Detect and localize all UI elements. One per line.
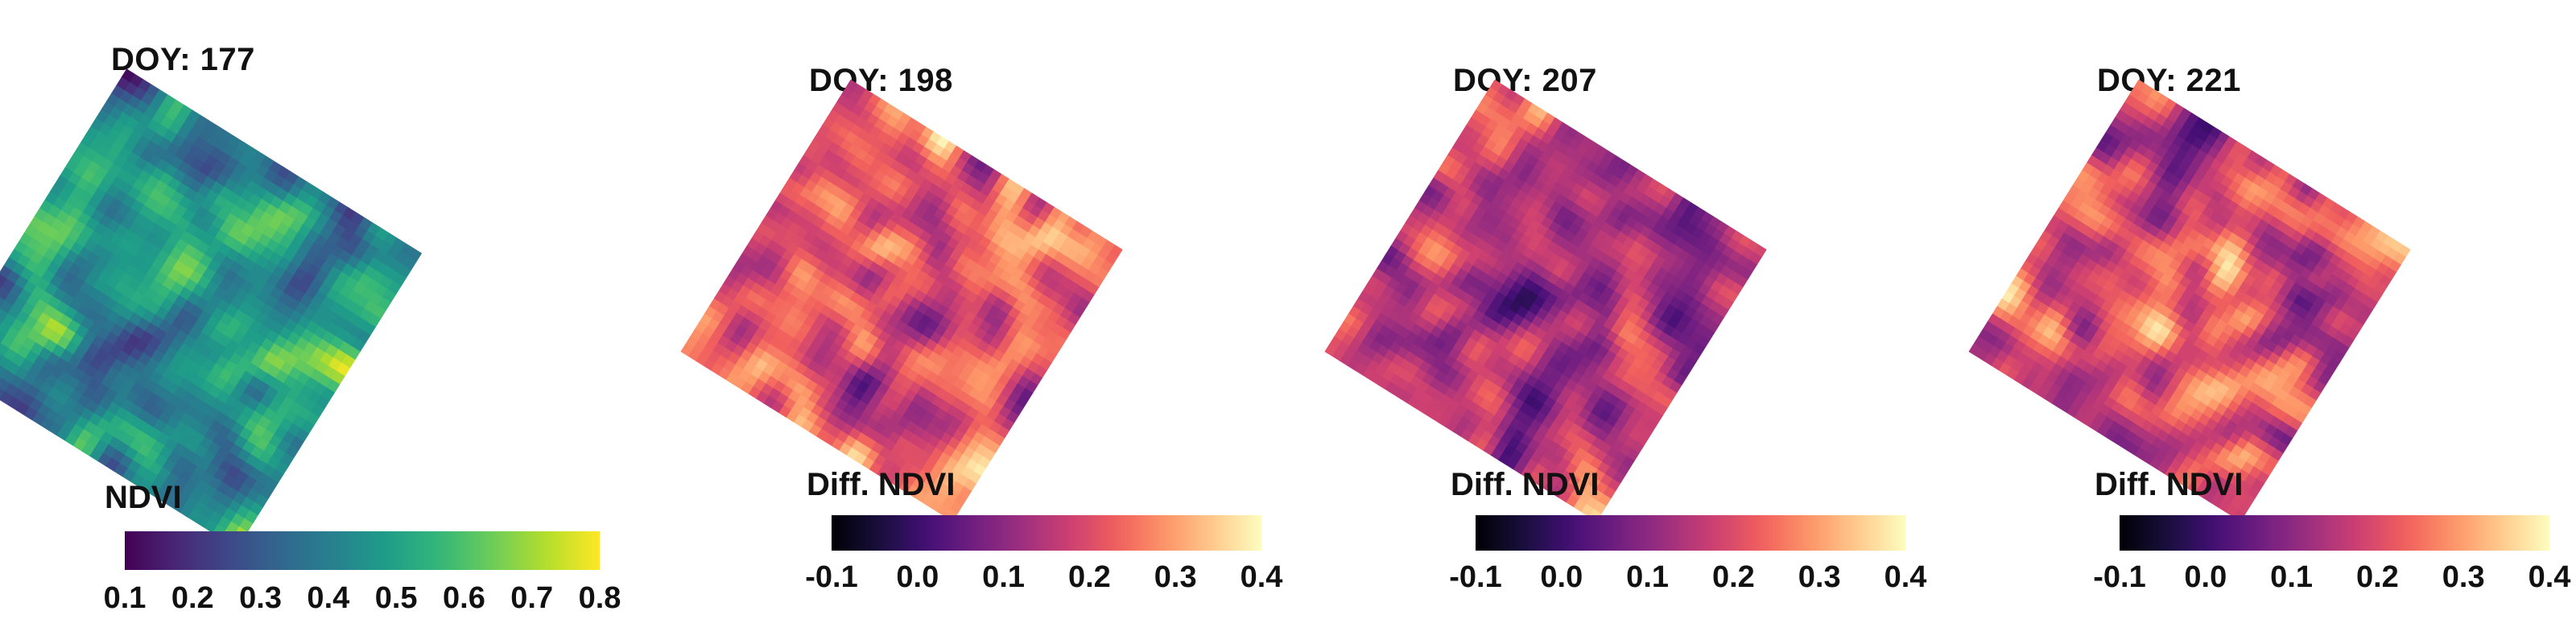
ndvi-panel-doy-177: DOY: 177 NDVI 0.1 0.2 0.3 0.4 0.5 0.6 0.7 0.8 [0, 0, 628, 644]
legend-title: Diff. NDVI [1451, 467, 1600, 502]
colorbar-tick-label: 0.4 [1240, 560, 1283, 594]
raster-cells [1968, 79, 2411, 522]
colorbar-gradient [832, 515, 1261, 551]
diff-ndvi-colorbar [1476, 515, 1905, 551]
colorbar-tick-label: 0.3 [1154, 560, 1197, 594]
panel-title: DOY: 177 [111, 42, 255, 77]
ndvi-raster-map [0, 68, 423, 549]
legend-title: NDVI [105, 480, 182, 515]
colorbar-tick-label: 0.2 [1711, 560, 1755, 594]
diff-ndvi-raster-map [1968, 79, 2411, 522]
colorbar-tick-label: 0.7 [510, 581, 554, 615]
diff-ndvi-raster-map [680, 79, 1123, 522]
colorbar-tick-label: 0.3 [1798, 560, 1841, 594]
panel-title: DOY: 198 [809, 63, 953, 98]
panel-title: DOY: 207 [1453, 63, 1597, 98]
colorbar-tick-label: 0.1 [982, 560, 1026, 594]
colorbar-tick-label: 0.1 [1626, 560, 1670, 594]
diff-ndvi-panel-doy-198: DOY: 198 Diff. NDVI -0.1 0.0 0.1 0.2 0.3 0.4 [644, 0, 1288, 644]
panel-title: DOY: 221 [2097, 63, 2241, 98]
colorbar-tick-label: 0.1 [103, 581, 147, 615]
colorbar-tick-label: 0.5 [374, 581, 418, 615]
colorbar-tick-label: 0.4 [1884, 560, 1927, 594]
diff-ndvi-raster-map [1324, 79, 1767, 522]
colorbar-tick-label: 0.0 [1540, 560, 1583, 594]
diff-ndvi-panel-doy-221: DOY: 221 Diff. NDVI -0.1 0.0 0.1 0.2 0.3 0.4 [1932, 0, 2576, 644]
colorbar-gradient [1476, 515, 1905, 551]
colorbar-tick-label: 0.6 [443, 581, 485, 615]
colorbar-tick-label: 0.4 [307, 581, 350, 615]
colorbar-tick-label: 0.2 [171, 581, 214, 615]
diff-ndvi-colorbar [832, 515, 1261, 551]
legend-title: Diff. NDVI [807, 467, 956, 502]
colorbar-tick-label: 0.2 [1067, 560, 1111, 594]
raster-cells [1324, 79, 1767, 522]
ndvi-colorbar [125, 531, 600, 570]
colorbar-gradient [125, 531, 600, 570]
colorbar-tick-label: 0.8 [578, 581, 621, 615]
diff-ndvi-panel-doy-207: DOY: 207 Diff. NDVI -0.1 0.0 0.1 0.2 0.3 0.4 [1288, 0, 1932, 644]
raster-cells [0, 68, 423, 549]
colorbar-tick-label: 0.0 [896, 560, 939, 594]
colorbar-tick-label: 0.3 [239, 581, 282, 615]
colorbar-tick-label: -0.1 [1449, 560, 1502, 594]
colorbar-tick-label: -0.1 [805, 560, 858, 594]
raster-cells [680, 79, 1123, 522]
